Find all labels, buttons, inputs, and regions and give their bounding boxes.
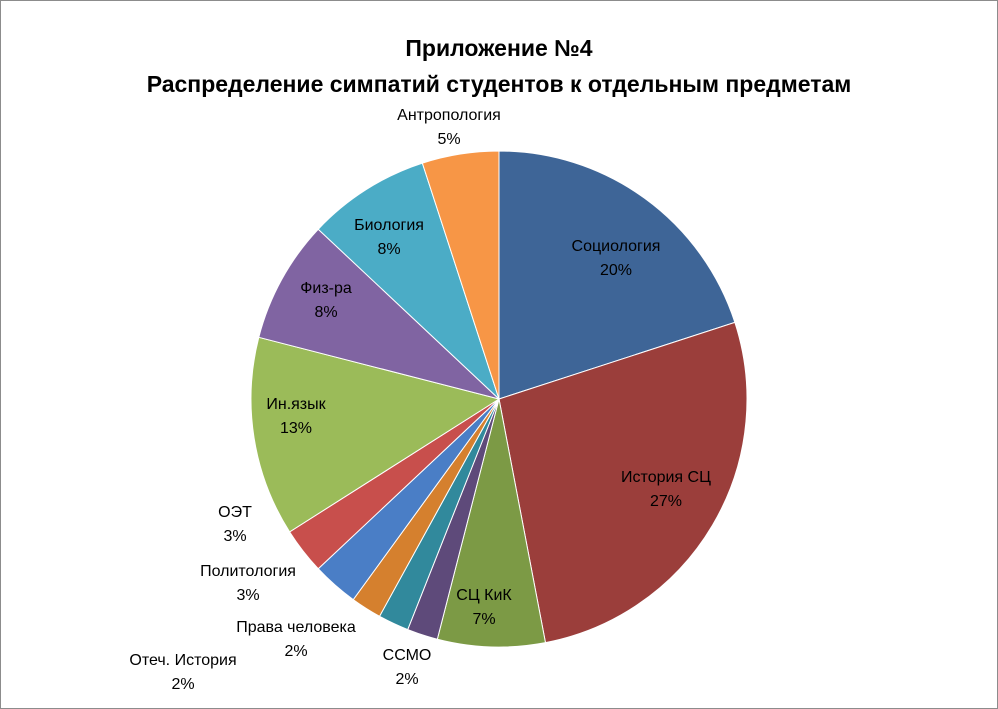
pie-slice-1 xyxy=(498,150,736,400)
slice-label-11: Биология xyxy=(354,217,424,234)
chart-title-block: Приложение №4 Распределение симпатий сту… xyxy=(0,30,998,102)
slice-percent-11: 8% xyxy=(377,241,400,258)
slice-label-5: Отеч. История xyxy=(129,652,236,669)
slice-label-1: Социология xyxy=(572,238,661,255)
slice-label-8: ОЭТ xyxy=(218,504,252,521)
slice-label-7: Политология xyxy=(200,563,296,580)
slice-percent-6: 2% xyxy=(284,643,307,660)
chart-subtitle: Распределение симпатий студентов к отдел… xyxy=(146,71,852,97)
chart-title: Приложение №4 xyxy=(405,35,593,61)
slice-percent-2: 27% xyxy=(650,493,682,510)
pie-slice-9 xyxy=(250,336,501,533)
pie-slice-3 xyxy=(436,398,547,648)
slice-percent-1: 20% xyxy=(600,262,632,279)
slice-label-3: СЦ КиК xyxy=(456,587,512,604)
pie-slice-12 xyxy=(421,150,500,400)
pie-slice-10 xyxy=(258,228,500,400)
pie-slice-11 xyxy=(317,162,500,400)
slice-percent-4: 2% xyxy=(395,671,418,688)
slice-percent-12: 5% xyxy=(437,131,460,148)
slice-percent-10: 8% xyxy=(314,304,337,321)
slice-label-2: История СЦ xyxy=(621,469,711,486)
pie-slice-2 xyxy=(498,321,748,644)
slice-percent-9: 13% xyxy=(280,420,312,437)
slice-label-10: Физ-ра xyxy=(300,280,352,297)
slice-label-12: Антропология xyxy=(397,107,501,124)
slice-percent-8: 3% xyxy=(223,528,246,545)
slice-percent-3: 7% xyxy=(472,611,495,628)
slice-label-4: ССМО xyxy=(383,647,432,664)
slice-label-9: Ин.язык xyxy=(266,396,326,413)
slice-label-6: Права человека xyxy=(236,619,356,636)
slice-percent-7: 3% xyxy=(236,587,259,604)
slice-percent-5: 2% xyxy=(171,676,194,693)
